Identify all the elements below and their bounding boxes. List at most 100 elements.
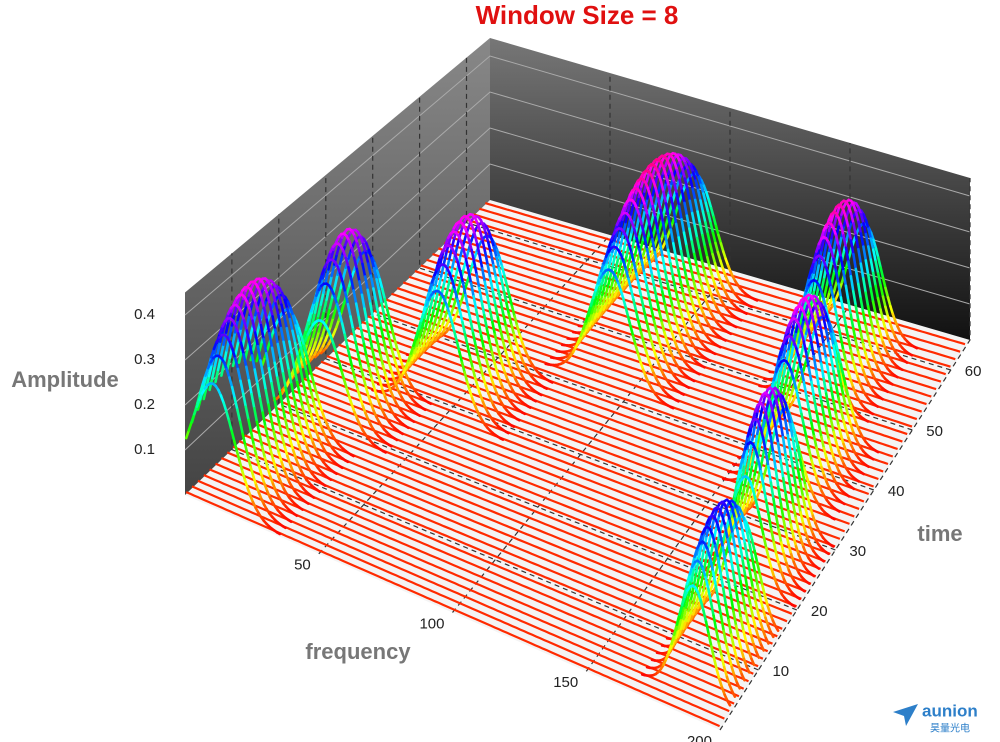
spectrum-segment — [274, 467, 280, 479]
spectrum-segment — [290, 353, 296, 371]
spectrum-segment — [799, 481, 805, 499]
spectrum-segment — [236, 367, 242, 383]
spectrum-segment — [686, 611, 693, 623]
spectrum-segment — [800, 412, 806, 428]
spectrum-segment — [270, 346, 277, 365]
spectrum-segment — [450, 279, 457, 291]
spectrum-segment — [387, 443, 393, 448]
spectrum-segment — [754, 448, 760, 461]
spectrum-segment — [468, 356, 475, 370]
spectrum-segment — [417, 319, 423, 331]
spectrum-segment — [864, 352, 870, 364]
spectrum-segment — [597, 269, 603, 282]
spectrum-segment — [365, 321, 372, 338]
spectrum-segment — [446, 296, 452, 310]
spectrum-segment — [674, 222, 681, 239]
spectrum-segment — [730, 665, 736, 677]
spectrum-segment — [774, 552, 781, 566]
spectrum-segment — [795, 347, 801, 360]
spectrum-segment — [259, 359, 265, 377]
spectrum-segment — [681, 619, 688, 631]
baseline — [285, 394, 802, 600]
spectrum-segment — [746, 557, 752, 575]
spectrum-segment — [792, 353, 798, 369]
spectrum-segment — [701, 234, 707, 248]
spectrum-segment — [812, 299, 818, 310]
spectrum-segment — [447, 233, 453, 245]
spectrum-segment — [864, 259, 870, 276]
spectrum-segment — [336, 286, 343, 300]
spectrum-segment — [717, 642, 723, 658]
spectrum-segment — [807, 448, 813, 462]
spectrum-segment — [854, 368, 860, 380]
spectrum-segment — [839, 223, 845, 237]
spectrum-segment — [837, 424, 843, 437]
spectrum-segment — [322, 298, 328, 313]
spectrum-segment — [234, 324, 240, 335]
spectrum-segment — [667, 214, 673, 231]
spectrum-segment — [874, 312, 880, 326]
spectrum-segment — [378, 277, 384, 291]
spectrum-segment — [751, 616, 758, 630]
spectrum-segment — [837, 216, 843, 227]
spectrum-segment — [728, 519, 734, 536]
spectrum-segment — [678, 178, 684, 193]
spectrum-segment — [857, 220, 863, 235]
spectrum-segment — [793, 433, 799, 448]
spectrum-segment — [338, 252, 345, 266]
spectrum-segment — [795, 330, 801, 343]
spectrum-segment — [809, 340, 816, 358]
spectrum-segment — [292, 512, 299, 518]
spectrum-segment — [755, 471, 761, 486]
spectrum-segment — [396, 348, 402, 361]
spectrum-segment — [741, 447, 747, 459]
spectrum-segment — [233, 439, 239, 453]
spectrum-segment — [802, 424, 808, 440]
spectrum-segment — [709, 558, 715, 574]
spectrum-segment — [320, 309, 326, 323]
spectrum-segment — [319, 291, 325, 306]
spectrum-segment — [504, 430, 510, 435]
spectrum-segment — [368, 302, 375, 319]
spectrum-segment — [773, 395, 780, 409]
spectrum-segment — [364, 385, 370, 398]
y-tick-label: 60 — [965, 363, 982, 380]
spectrum-segment — [763, 462, 769, 476]
spectrum-segment — [351, 367, 357, 381]
spectrum-segment — [801, 495, 807, 511]
spectrum-segment — [751, 423, 757, 441]
spectrum-segment — [483, 280, 489, 297]
spectrum-segment — [854, 478, 861, 483]
spectrum-segment — [658, 242, 665, 259]
spectrum-segment — [242, 352, 248, 369]
spectrum-segment — [796, 467, 802, 485]
spectrum-segment — [266, 437, 272, 452]
spectrum-segment — [781, 435, 787, 456]
spectrum-segment — [802, 359, 808, 372]
spectrum-segment — [237, 331, 243, 345]
spectrum-segment — [404, 424, 410, 430]
z-tick-label: 0.3 — [134, 351, 155, 368]
spectrum-segment — [269, 448, 275, 462]
spectrum-segment — [277, 451, 284, 464]
spectrum-segment — [434, 271, 440, 287]
spectrum-segment — [267, 403, 273, 420]
spectrum-segment — [483, 251, 490, 267]
spectrum-segment — [500, 278, 506, 293]
spectrum-segment — [829, 355, 835, 373]
spectrum-segment — [820, 466, 826, 477]
spectrum-segment — [439, 263, 446, 278]
spectrum-segment — [710, 274, 716, 286]
spectrum-segment — [898, 367, 904, 372]
spectrum-segment — [423, 305, 429, 319]
spectrum-segment — [278, 390, 284, 408]
spectrum-segment — [732, 609, 738, 628]
spectrum-segment — [670, 331, 677, 343]
spectrum-segment — [834, 310, 840, 327]
y-tick-label: 50 — [926, 423, 943, 440]
spectrum-segment — [306, 344, 312, 355]
spectrum-segment — [230, 385, 236, 400]
spectrum-segment — [703, 245, 709, 259]
spectrum-segment — [867, 227, 873, 240]
spectrum-segment — [372, 266, 378, 281]
